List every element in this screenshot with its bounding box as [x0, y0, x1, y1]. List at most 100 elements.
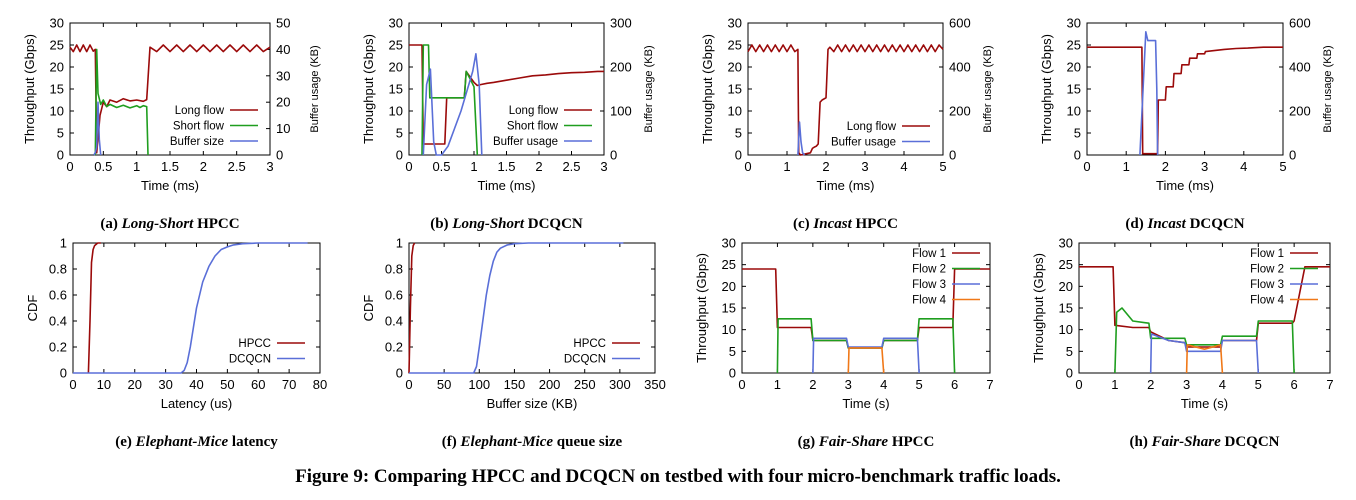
legend-label-a: Buffer size [170, 136, 224, 148]
x-tick-label-a: 1.5 [161, 159, 179, 174]
caption-part: (c) [793, 216, 813, 232]
x-tick-label-c: 1 [783, 159, 790, 174]
x-axis-label-b: Time (ms) [477, 178, 535, 193]
y-tick-label-e: 0.2 [49, 340, 67, 355]
caption-part: queue size [553, 434, 623, 450]
x-tick-label-d: 0 [1083, 159, 1090, 174]
caption-part: (g) [798, 434, 819, 450]
x-tick-label-a: 1 [133, 159, 140, 174]
x-axis-label-e: Latency (us) [161, 396, 233, 411]
caption-part: Long-Short [451, 216, 525, 232]
legend-label-b: Short flow [507, 121, 559, 133]
y-tick-label-f: 0.2 [385, 340, 403, 355]
caption-part: Incast [812, 216, 852, 232]
x-tick-label-b: 1.5 [497, 159, 515, 174]
caption-part: HPCC [888, 434, 934, 450]
x-tick-label-a: 0.5 [94, 159, 112, 174]
panel-caption-c: (c) Incast HPCC [793, 216, 898, 232]
x-tick-label-f: 300 [609, 377, 631, 392]
legend-label-a: Short flow [173, 121, 225, 133]
y2-tick-label-d: 400 [1289, 60, 1311, 75]
legend-label-h: Flow 3 [1250, 279, 1284, 291]
series-line-a-short-flow [94, 48, 149, 156]
y2-tick-label-a: 50 [276, 16, 290, 31]
series-line-d-0 [1087, 46, 1283, 155]
legend-label-h: Flow 4 [1250, 295, 1284, 307]
caption-part: HPCC [193, 216, 239, 232]
y2-tick-label-c: 600 [949, 16, 971, 31]
y-tick-label-a: 10 [50, 104, 64, 119]
y-tick-label-e: 0 [60, 366, 67, 381]
y-tick-label-b: 15 [389, 82, 403, 97]
y-tick-label-g: 10 [722, 322, 736, 337]
x-tick-label-e: 80 [313, 377, 327, 392]
y-tick-label-g: 5 [729, 344, 736, 359]
legend-label-e: HPCC [238, 338, 271, 350]
legend-label-g: Flow 3 [912, 279, 946, 291]
figure-title: Figure 9: Comparing HPCC and DCQCN on te… [295, 466, 1061, 487]
x-tick-label-a: 2 [200, 159, 207, 174]
x-tick-label-g: 6 [951, 377, 958, 392]
x-tick-label-e: 60 [251, 377, 265, 392]
y2-tick-label-b: 0 [610, 148, 617, 163]
y2-tick-label-b: 300 [610, 16, 632, 31]
y-tick-label-h: 15 [1059, 301, 1073, 316]
x-tick-label-a: 3 [266, 159, 273, 174]
y-tick-label-d: 25 [1067, 38, 1081, 53]
y2-tick-label-c: 400 [949, 60, 971, 75]
caption-part: Elephant-Mice [135, 434, 229, 450]
y2-axis-label-c: Buffer usage (KB) [982, 45, 994, 132]
y-axis-label-b: Throughput (Gbps) [361, 34, 376, 144]
x-tick-label-b: 1 [470, 159, 477, 174]
x-axis-label-h: Time (s) [1181, 396, 1228, 411]
series-line-h-flow-2 [1114, 307, 1295, 374]
caption-part: Fair-Share [1151, 434, 1222, 450]
y2-tick-label-d: 600 [1289, 16, 1311, 31]
series-line-e-hpcc [87, 242, 101, 374]
x-tick-label-h: 7 [1326, 377, 1333, 392]
y2-axis-label-d: Buffer usage (KB) [1322, 45, 1334, 132]
y-tick-label-f: 0 [396, 366, 403, 381]
panel-caption-f: (f) Elephant-Mice queue size [442, 434, 623, 450]
x-tick-label-c: 5 [939, 159, 946, 174]
y-tick-label-f: 0.8 [385, 262, 403, 277]
legend-label-g: Flow 1 [912, 248, 946, 260]
x-tick-label-a: 2.5 [228, 159, 246, 174]
y-axis-label-c: Throughput (Gbps) [700, 34, 715, 144]
x-tick-label-e: 10 [97, 377, 111, 392]
y-tick-label-g: 15 [722, 301, 736, 316]
series-line-b-long-flow [409, 44, 604, 145]
panel-caption-h: (h) Fair-Share DCQCN [1129, 434, 1279, 450]
y-tick-label-a: 25 [50, 38, 64, 53]
x-tick-label-c: 3 [861, 159, 868, 174]
plot-frame-c [747, 22, 944, 156]
legend-label-c: Long flow [847, 121, 897, 133]
y2-tick-label-c: 0 [949, 148, 956, 163]
x-tick-label-g: 3 [845, 377, 852, 392]
legend-label-g: Flow 2 [912, 264, 946, 276]
x-tick-label-e: 40 [189, 377, 203, 392]
y2-tick-label-c: 200 [949, 104, 971, 119]
panel-caption-g: (g) Fair-Share HPCC [798, 434, 935, 450]
x-tick-label-a: 0 [66, 159, 73, 174]
y2-tick-label-b: 200 [610, 60, 632, 75]
caption-part: (f) [442, 434, 461, 450]
x-tick-label-c: 2 [822, 159, 829, 174]
legend-label-f: DCQCN [564, 354, 606, 366]
y-tick-label-b: 10 [389, 104, 403, 119]
x-tick-label-g: 7 [986, 377, 993, 392]
x-tick-label-f: 350 [644, 377, 666, 392]
plot-frame-h [1078, 242, 1331, 374]
x-tick-label-f: 250 [574, 377, 596, 392]
x-tick-label-g: 5 [916, 377, 923, 392]
x-tick-label-g: 2 [809, 377, 816, 392]
x-tick-label-d: 2 [1162, 159, 1169, 174]
caption-part: DCQCN [524, 216, 583, 232]
panel-caption-d: (d) Incast DCQCN [1125, 216, 1244, 232]
y-tick-label-b: 25 [389, 38, 403, 53]
series-line-g-flow-3 [812, 337, 920, 374]
x-axis-label-f: Buffer size (KB) [487, 396, 578, 411]
x-tick-label-e: 20 [128, 377, 142, 392]
series-line-h-flow-4 [1185, 343, 1224, 374]
caption-part: (d) [1125, 216, 1147, 232]
